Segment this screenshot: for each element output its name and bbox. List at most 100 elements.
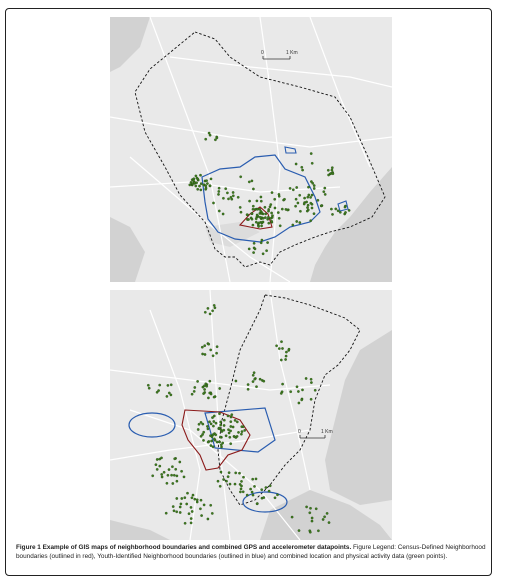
datapoint bbox=[227, 431, 231, 435]
datapoint bbox=[206, 427, 210, 431]
datapoint bbox=[231, 425, 235, 429]
datapoint bbox=[175, 474, 179, 478]
datapoint bbox=[233, 419, 237, 422]
datapoint bbox=[203, 344, 207, 348]
datapoint bbox=[201, 433, 204, 436]
datapoint bbox=[172, 509, 176, 513]
datapoint bbox=[208, 391, 212, 395]
datapoint bbox=[294, 197, 298, 201]
datapoint bbox=[193, 386, 197, 389]
datapoint bbox=[217, 190, 221, 193]
datapoint bbox=[255, 213, 259, 217]
datapoint bbox=[234, 471, 238, 475]
youth-boundary bbox=[128, 412, 176, 438]
datapoint bbox=[227, 471, 231, 475]
datapoint bbox=[214, 433, 218, 437]
datapoint bbox=[200, 514, 203, 517]
datapoint bbox=[297, 390, 300, 393]
caption-body: Figure Legend: Census-Defined Neighborho… bbox=[16, 544, 486, 560]
datapoint bbox=[222, 428, 226, 432]
datapoint bbox=[180, 469, 183, 473]
datapoint bbox=[240, 432, 243, 436]
datapoint bbox=[255, 199, 259, 203]
datapoint bbox=[204, 137, 208, 141]
datapoint bbox=[310, 180, 313, 183]
datapoint bbox=[226, 475, 230, 479]
datapoint bbox=[196, 428, 200, 431]
datapoint bbox=[310, 193, 314, 197]
datapoint bbox=[299, 209, 302, 213]
datapoint bbox=[166, 384, 170, 387]
datapoint bbox=[289, 390, 293, 394]
datapoint bbox=[305, 200, 308, 204]
datapoint bbox=[147, 386, 151, 390]
datapoint bbox=[255, 502, 259, 506]
datapoint bbox=[306, 203, 310, 207]
water-area bbox=[110, 17, 150, 72]
youth-boundary bbox=[337, 200, 349, 212]
datapoint bbox=[240, 430, 244, 433]
datapoint bbox=[239, 490, 242, 494]
datapoint bbox=[192, 177, 196, 181]
datapoint bbox=[257, 221, 261, 225]
datapoint bbox=[261, 252, 265, 256]
datapoint bbox=[302, 202, 306, 206]
datapoint bbox=[206, 307, 210, 310]
map-top: 0 1 Km bbox=[110, 17, 392, 282]
datapoint bbox=[226, 414, 230, 418]
datapoint bbox=[265, 249, 268, 253]
datapoint bbox=[182, 475, 186, 479]
datapoint bbox=[221, 212, 225, 216]
datapoint bbox=[167, 468, 171, 471]
datapoint bbox=[252, 241, 256, 245]
datapoint bbox=[164, 511, 168, 515]
datapoint bbox=[331, 213, 334, 216]
datapoint bbox=[287, 347, 291, 351]
datapoint bbox=[189, 506, 193, 509]
datapoint bbox=[261, 216, 265, 220]
datapoint bbox=[236, 195, 240, 199]
datapoint bbox=[338, 210, 342, 214]
datapoint bbox=[201, 422, 205, 426]
road-network bbox=[110, 17, 392, 282]
datapoint bbox=[256, 207, 260, 211]
datapoint bbox=[199, 188, 203, 192]
datapoint bbox=[208, 184, 212, 188]
datapoint bbox=[188, 183, 192, 187]
datapoint bbox=[283, 197, 286, 201]
datapoint bbox=[259, 199, 263, 203]
datapoint bbox=[206, 425, 209, 428]
figure-caption: Figure 1 Example of GIS maps of neighbor… bbox=[16, 544, 486, 561]
datapoint bbox=[310, 519, 314, 523]
datapoint bbox=[183, 521, 187, 525]
datapoint bbox=[208, 379, 212, 383]
datapoint bbox=[199, 173, 202, 177]
datapoint bbox=[277, 347, 281, 350]
datapoint bbox=[229, 420, 233, 424]
datapoint bbox=[180, 497, 184, 500]
datapoint bbox=[183, 496, 187, 500]
datapoint bbox=[291, 223, 295, 227]
datapoint bbox=[219, 423, 223, 427]
datapoint bbox=[280, 207, 284, 211]
datapoint bbox=[347, 209, 351, 212]
water-area bbox=[325, 330, 392, 505]
datapoint bbox=[264, 212, 268, 216]
datapoint bbox=[246, 387, 250, 391]
youth-boundary bbox=[284, 146, 297, 154]
youth-boundary bbox=[242, 491, 288, 513]
datapoint bbox=[284, 354, 288, 358]
datapoint bbox=[310, 206, 314, 210]
datapoint bbox=[266, 241, 269, 244]
datapoint bbox=[309, 377, 313, 381]
datapoint bbox=[165, 395, 169, 398]
datapoint bbox=[253, 377, 257, 381]
datapoint bbox=[312, 184, 316, 187]
datapoint bbox=[226, 191, 229, 195]
datapoint bbox=[189, 521, 193, 525]
datapoint bbox=[278, 224, 282, 228]
datapoint bbox=[334, 207, 338, 211]
datapoint bbox=[219, 443, 223, 447]
datapoint bbox=[304, 377, 308, 380]
datapoint bbox=[212, 395, 216, 399]
